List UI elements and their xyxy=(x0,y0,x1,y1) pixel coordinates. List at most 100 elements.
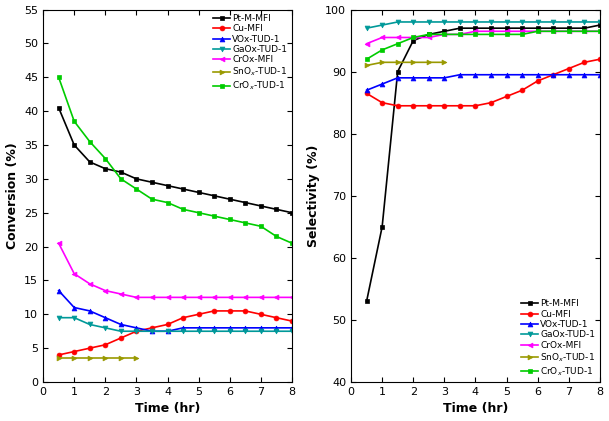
Cu-MFI xyxy=(534,78,541,83)
Line: CrOx-MFI: CrOx-MFI xyxy=(364,29,602,46)
CrO$_x$-TUD-1 xyxy=(55,75,62,80)
GaOx-TUD-1 xyxy=(149,329,156,334)
CrOx-MFI xyxy=(273,295,280,300)
X-axis label: Time (hr): Time (hr) xyxy=(443,402,508,416)
VOx-TUD-1 xyxy=(425,75,432,80)
Cu-MFI xyxy=(441,103,448,108)
Cu-MFI xyxy=(180,315,187,320)
Cu-MFI xyxy=(394,103,401,108)
CrOx-MFI xyxy=(242,295,249,300)
Pt-M-MFI xyxy=(394,69,401,74)
CrOx-MFI xyxy=(378,35,385,40)
VOx-TUD-1 xyxy=(288,325,295,330)
GaOx-TUD-1 xyxy=(472,19,479,24)
Pt-M-MFI xyxy=(472,26,479,31)
Cu-MFI xyxy=(565,66,572,71)
CrOx-MFI xyxy=(565,29,572,34)
CrOx-MFI xyxy=(596,29,604,34)
SnO$_x$-TUD-1 xyxy=(378,60,385,65)
Pt-M-MFI xyxy=(565,26,572,31)
CrO$_x$-TUD-1 xyxy=(410,35,417,40)
SnO$_x$-TUD-1 xyxy=(363,63,370,68)
CrO$_x$-TUD-1 xyxy=(257,224,264,229)
Legend: Pt-M-MFI, Cu-MFI, VOx-TUD-1, GaOx-TUD-1, CrOx-MFI, SnO$_x$-TUD-1, CrO$_x$-TUD-1: Pt-M-MFI, Cu-MFI, VOx-TUD-1, GaOx-TUD-1,… xyxy=(212,12,289,94)
CrOx-MFI xyxy=(133,295,140,300)
GaOx-TUD-1 xyxy=(102,325,109,330)
VOx-TUD-1 xyxy=(503,72,510,77)
GaOx-TUD-1 xyxy=(242,329,249,334)
Cu-MFI xyxy=(596,57,604,62)
GaOx-TUD-1 xyxy=(133,329,140,334)
Pt-M-MFI xyxy=(273,207,280,212)
VOx-TUD-1 xyxy=(394,75,401,80)
Pt-M-MFI xyxy=(164,183,171,188)
GaOx-TUD-1 xyxy=(394,19,401,24)
Line: Pt-M-MFI: Pt-M-MFI xyxy=(364,23,602,304)
GaOx-TUD-1 xyxy=(86,322,93,327)
SnO$_x$-TUD-1 xyxy=(86,356,93,361)
Pt-M-MFI xyxy=(71,142,78,147)
CrOx-MFI xyxy=(164,295,171,300)
CrO$_x$-TUD-1 xyxy=(180,207,187,212)
VOx-TUD-1 xyxy=(549,72,557,77)
Line: VOx-TUD-1: VOx-TUD-1 xyxy=(364,72,602,93)
GaOx-TUD-1 xyxy=(534,19,541,24)
VOx-TUD-1 xyxy=(378,82,385,87)
GaOx-TUD-1 xyxy=(273,329,280,334)
Cu-MFI xyxy=(71,349,78,354)
VOx-TUD-1 xyxy=(195,325,202,330)
SnO$_x$-TUD-1 xyxy=(102,356,109,361)
CrO$_x$-TUD-1 xyxy=(441,32,448,37)
Cu-MFI xyxy=(378,100,385,105)
VOx-TUD-1 xyxy=(534,72,541,77)
Cu-MFI xyxy=(86,346,93,351)
CrO$_x$-TUD-1 xyxy=(102,156,109,161)
CrO$_x$-TUD-1 xyxy=(487,32,495,37)
Pt-M-MFI xyxy=(117,170,124,175)
Line: SnO$_x$-TUD-1: SnO$_x$-TUD-1 xyxy=(364,60,447,68)
SnO$_x$-TUD-1 xyxy=(410,60,417,65)
CrOx-MFI xyxy=(487,29,495,34)
Cu-MFI xyxy=(55,352,62,357)
Pt-M-MFI xyxy=(257,203,264,208)
Line: CrO$_x$-TUD-1: CrO$_x$-TUD-1 xyxy=(56,75,294,245)
CrOx-MFI xyxy=(503,29,510,34)
CrO$_x$-TUD-1 xyxy=(580,29,588,34)
CrO$_x$-TUD-1 xyxy=(456,32,463,37)
VOx-TUD-1 xyxy=(410,75,417,80)
Pt-M-MFI xyxy=(133,176,140,181)
CrOx-MFI xyxy=(149,295,156,300)
Cu-MFI xyxy=(425,103,432,108)
VOx-TUD-1 xyxy=(133,325,140,330)
GaOx-TUD-1 xyxy=(425,19,432,24)
SnO$_x$-TUD-1 xyxy=(425,60,432,65)
CrOx-MFI xyxy=(456,32,463,37)
VOx-TUD-1 xyxy=(164,329,171,334)
Cu-MFI xyxy=(149,325,156,330)
GaOx-TUD-1 xyxy=(410,19,417,24)
Pt-M-MFI xyxy=(378,224,385,229)
Pt-M-MFI xyxy=(363,299,370,304)
Line: Pt-M-MFI: Pt-M-MFI xyxy=(56,105,294,215)
CrOx-MFI xyxy=(425,35,432,40)
VOx-TUD-1 xyxy=(180,325,187,330)
CrO$_x$-TUD-1 xyxy=(378,48,385,53)
CrO$_x$-TUD-1 xyxy=(117,176,124,181)
VOx-TUD-1 xyxy=(86,309,93,314)
VOx-TUD-1 xyxy=(55,288,62,293)
Pt-M-MFI xyxy=(55,105,62,110)
CrO$_x$-TUD-1 xyxy=(549,29,557,34)
CrO$_x$-TUD-1 xyxy=(518,32,526,37)
GaOx-TUD-1 xyxy=(549,19,557,24)
Cu-MFI xyxy=(518,88,526,93)
Cu-MFI xyxy=(503,94,510,99)
Line: GaOx-TUD-1: GaOx-TUD-1 xyxy=(364,19,602,31)
GaOx-TUD-1 xyxy=(55,315,62,320)
CrOx-MFI xyxy=(534,29,541,34)
CrOx-MFI xyxy=(472,29,479,34)
Y-axis label: Selectivity (%): Selectivity (%) xyxy=(306,144,320,247)
CrOx-MFI xyxy=(195,295,202,300)
VOx-TUD-1 xyxy=(149,329,156,334)
SnO$_x$-TUD-1 xyxy=(394,60,401,65)
Cu-MFI xyxy=(580,60,588,65)
